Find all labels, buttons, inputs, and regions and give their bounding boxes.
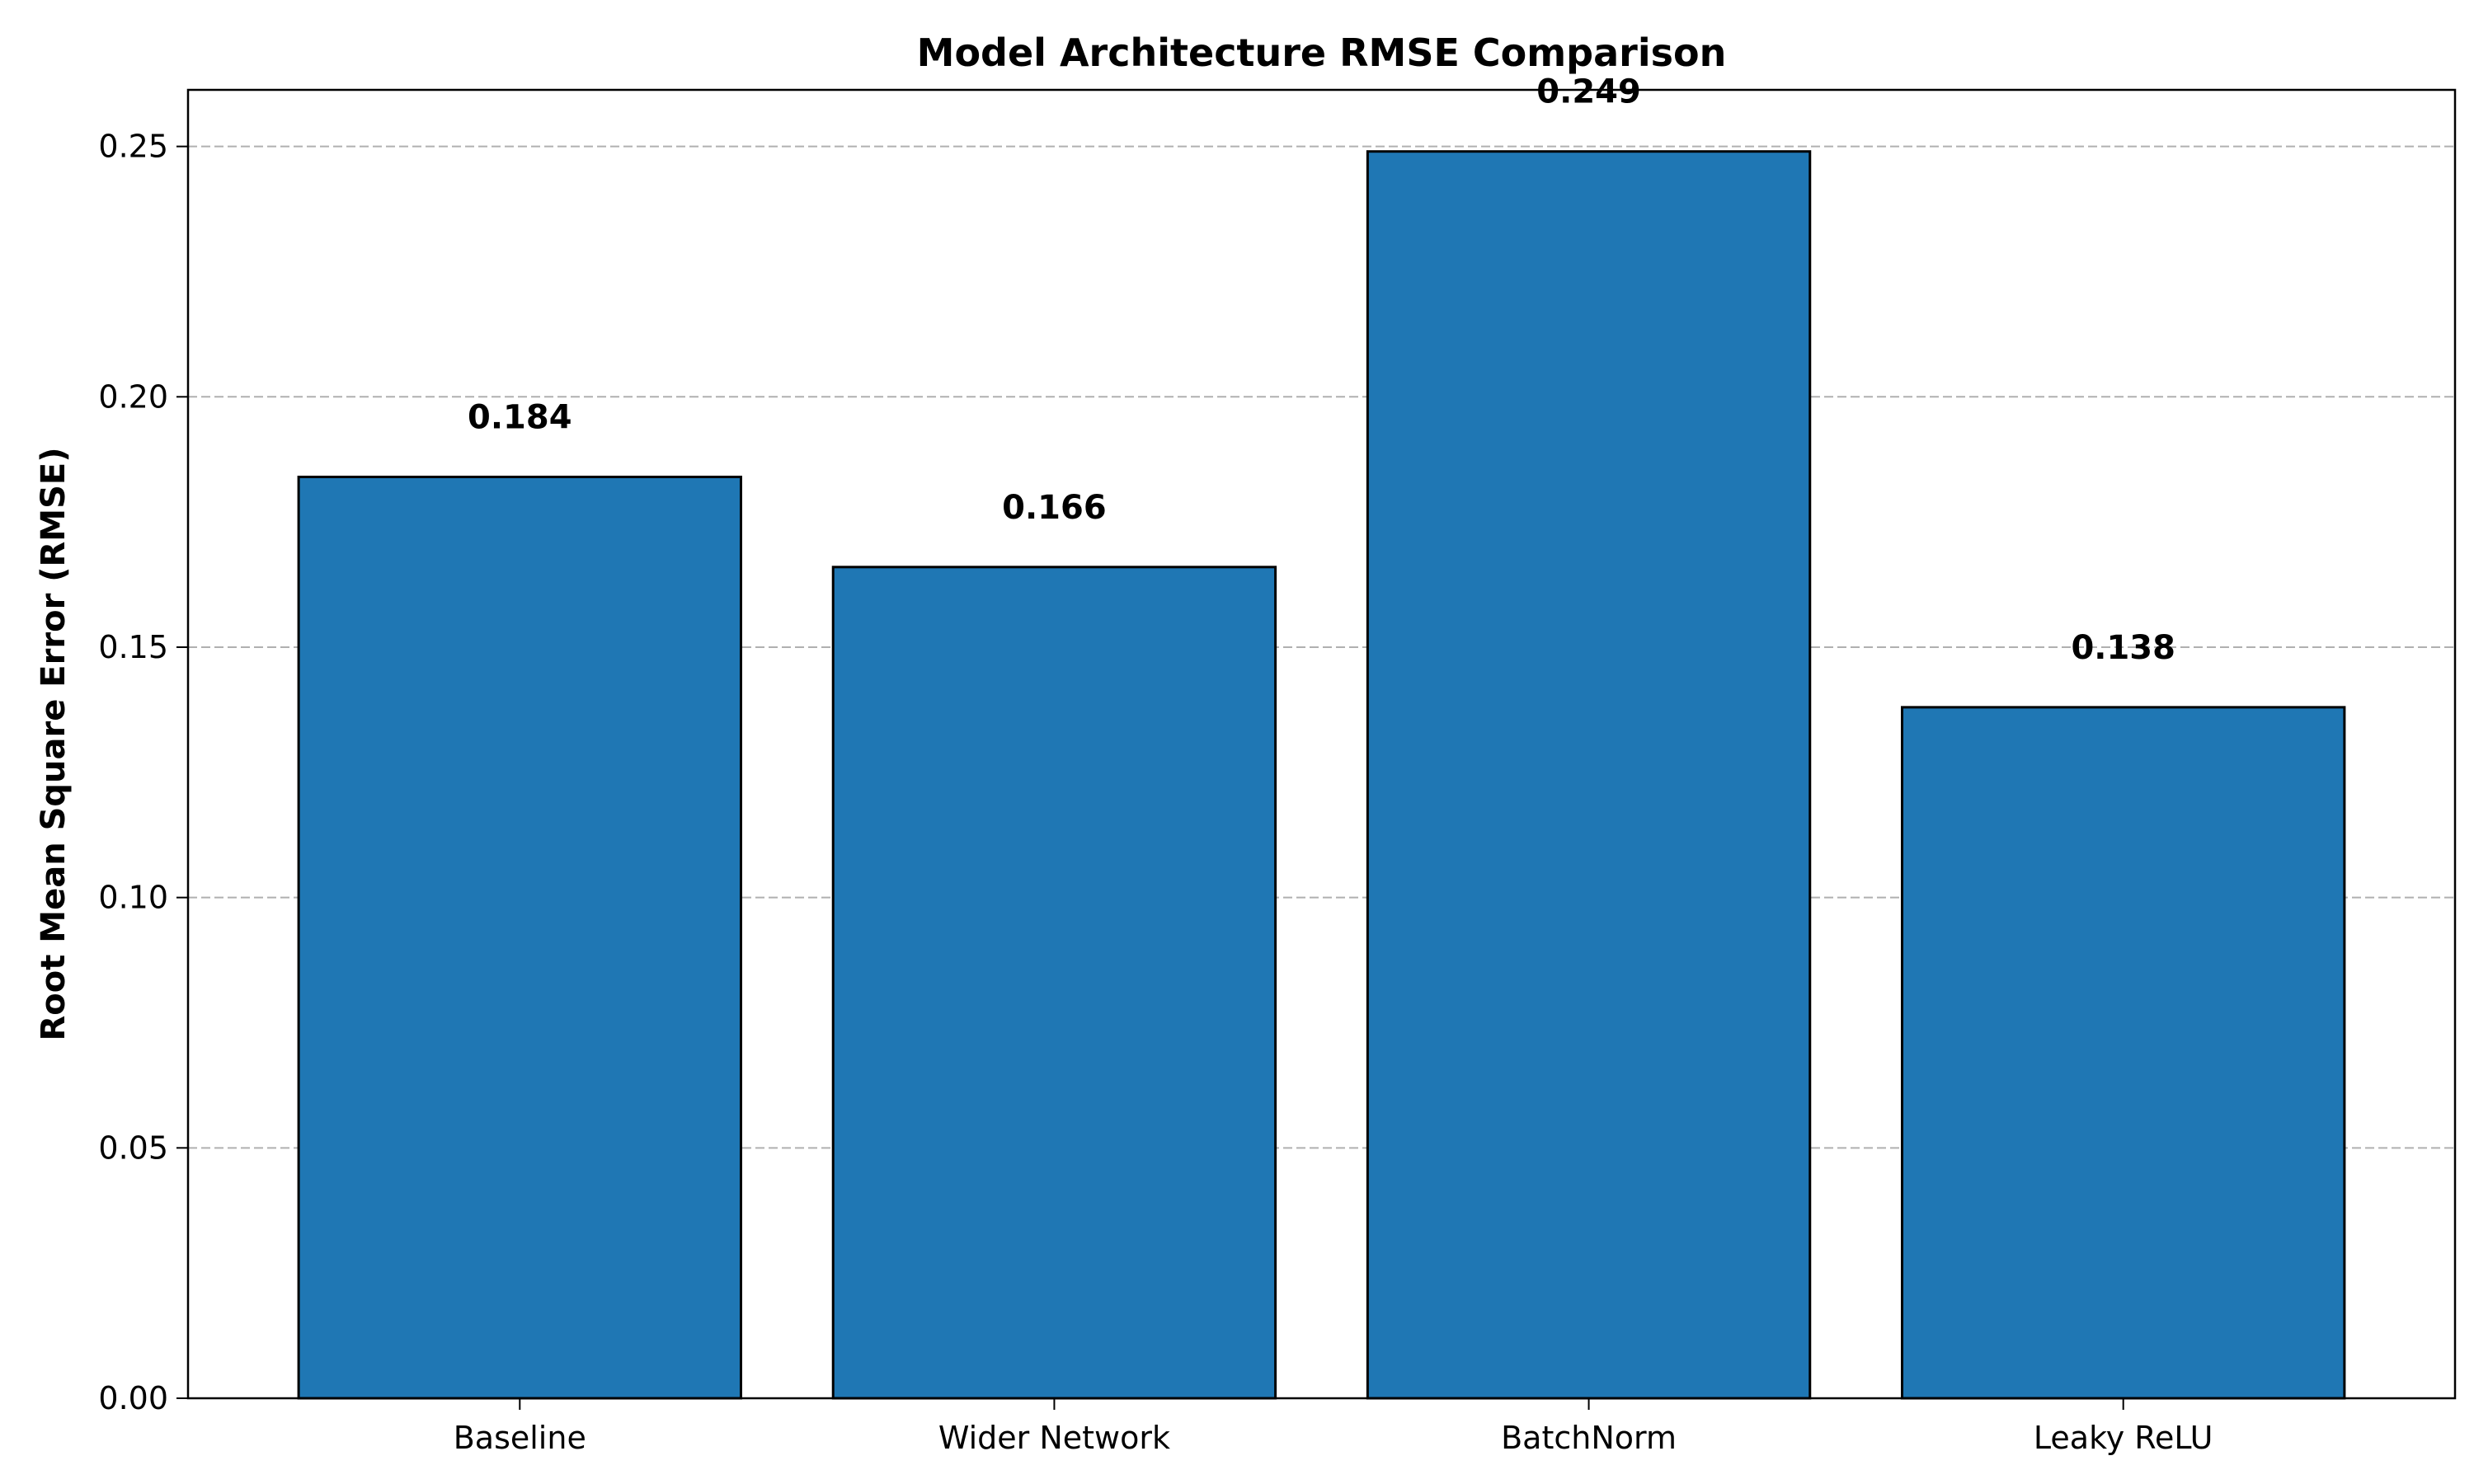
y-tick-label: 0.05 xyxy=(98,1129,168,1166)
bar-batchnorm xyxy=(1366,150,1812,1400)
x-tick-label: Wider Network xyxy=(938,1420,1170,1456)
y-tick-label: 0.20 xyxy=(98,378,168,415)
y-tick-label: 0.10 xyxy=(98,880,168,916)
x-tick-label: Baseline xyxy=(454,1420,586,1456)
bar-value-label: 0.249 xyxy=(1536,73,1641,111)
labels-layer: 0.00 0.05 0.10 0.15 0.20 0.25 0.184 Baseline 0.1… xyxy=(98,73,2213,1456)
bar-baseline xyxy=(297,475,742,1400)
x-tick-label: BatchNorm xyxy=(1501,1420,1677,1456)
axes-frame xyxy=(186,88,2457,1400)
bars-layer xyxy=(297,150,2346,1400)
x-tick-label: Leaky ReLU xyxy=(2034,1420,2213,1456)
y-tick-label: 0.25 xyxy=(98,129,168,165)
bar-wider-network xyxy=(831,566,1277,1400)
y-axis-label: Root Mean Square Error (RMSE) xyxy=(35,447,73,1040)
y-tick-label: 0.00 xyxy=(98,1380,168,1416)
bar-value-label: 0.184 xyxy=(468,398,572,436)
axes-layer xyxy=(176,88,2457,1410)
bar-value-label: 0.138 xyxy=(2071,629,2175,667)
chart-title: Model Architecture RMSE Comparison xyxy=(917,31,1727,75)
bar-value-label: 0.166 xyxy=(1002,489,1107,527)
bar-leaky-relu xyxy=(1901,706,2346,1400)
y-tick-label: 0.15 xyxy=(98,629,168,665)
